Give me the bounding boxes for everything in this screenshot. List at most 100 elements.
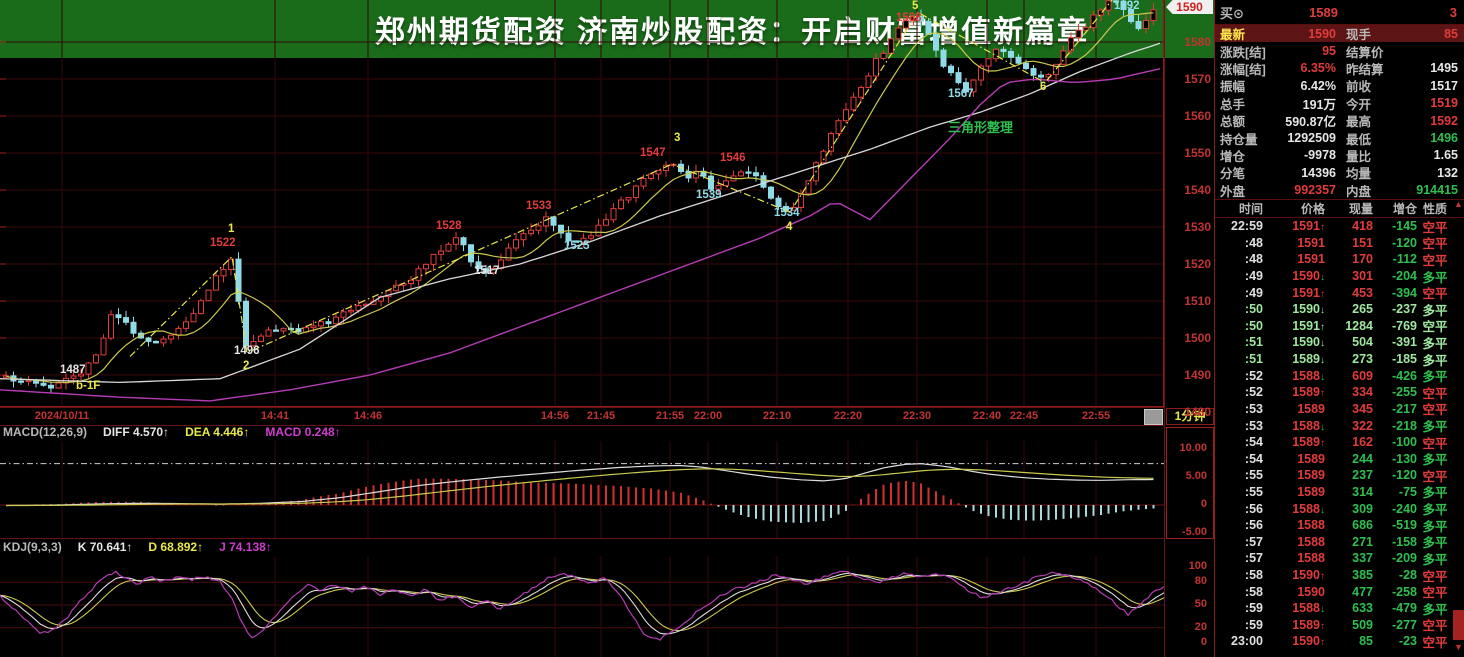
scroll-up-icon[interactable]: ▲ <box>1454 199 1463 209</box>
tick-row[interactable]: :48 1591 170 -112 空平 <box>1215 251 1464 268</box>
time-axis-label: 21:45 <box>586 410 616 422</box>
tick-row[interactable]: 22:59 1591↑ 418 -145 空平 <box>1215 218 1464 235</box>
tick-row[interactable]: :57 1588 271 -158 多平 <box>1215 533 1464 551</box>
tick-row[interactable]: :53 1588↓ 322 -218 多平 <box>1215 417 1464 435</box>
quote-field-row: 总额 590.87亿 最高 1592 <box>1215 112 1464 130</box>
tick-row[interactable]: :58 1590↑ 385 -28 空平 <box>1215 567 1464 584</box>
tick-position-change: -277 <box>1391 617 1417 632</box>
price-tick-label: 1510 <box>1184 294 1211 308</box>
tick-position-change: -258 <box>1391 584 1417 599</box>
tick-row[interactable]: :52 1589↑ 334 -255 空平 <box>1215 384 1464 401</box>
down-arrow-icon: ↓ <box>1320 272 1325 284</box>
dea-line <box>6 468 1154 507</box>
tick-position-change: -120 <box>1391 468 1417 483</box>
tick-time: :48 <box>1244 235 1263 250</box>
period-label[interactable]: 1分钟 <box>1166 408 1214 425</box>
tick-position-change: -255 <box>1391 385 1417 400</box>
chart-annotation: 1592 <box>1114 0 1140 12</box>
tick-volume: 509 <box>1352 617 1373 632</box>
tick-position-change: -217 <box>1391 401 1417 416</box>
tick-column-header[interactable]: 价格 <box>1300 202 1325 217</box>
tick-row[interactable]: 23:00 1590↑ 85 -23 空平 <box>1215 633 1464 650</box>
tick-row[interactable]: :59 1589↑ 509 -277 空平 <box>1215 617 1464 634</box>
tick-price: 1588↓ <box>1292 418 1325 433</box>
tick-row[interactable]: :54 1589↑ 162 -100 空平 <box>1215 434 1464 451</box>
tick-column-header[interactable]: 性质 <box>1422 202 1447 217</box>
quote-panel: 买⊙ 1589 3 最新 1590 现手 85 涨跌[结] 95 结算价 涨幅[结] 6.35%… <box>1214 0 1464 657</box>
macd-tick-label: -5.00 <box>1181 526 1207 538</box>
price-tick-label: 1580 <box>1184 35 1211 49</box>
chart-annotation: 1547 <box>640 147 666 159</box>
quote-fields: 最新 1590 现手 85 涨跌[结] 95 结算价 涨幅[结] 6.35% 昨结算 1495 振幅 6… <box>1215 25 1464 200</box>
tick-row[interactable]: :55 1589 314 -75 多平 <box>1215 484 1464 501</box>
tick-price: 1590↓ <box>1292 335 1325 350</box>
j-line <box>0 570 1165 641</box>
price-tick-label: 1530 <box>1184 220 1211 234</box>
tick-volume: 385 <box>1352 568 1373 582</box>
time-axis-label: 14:56 <box>540 410 570 422</box>
tick-volume: 633 <box>1352 601 1373 616</box>
tick-nature: 多平 <box>1422 503 1448 518</box>
quote-label: 涨跌[结] <box>1220 45 1266 60</box>
scrollbar[interactable]: ▲ ▼ <box>1452 198 1464 654</box>
quote-field-row: 振幅 6.42% 前收 1517 <box>1215 77 1464 95</box>
quote-value: 191万 <box>1302 97 1336 112</box>
tick-column-header[interactable]: 现量 <box>1348 202 1373 217</box>
tick-row[interactable]: :56 1588 686 -519 多平 <box>1215 517 1464 534</box>
tick-row[interactable]: :52 1588↓ 609 -426 多平 <box>1215 367 1464 385</box>
candlestick-chart: 1 1522 1487 b-1F 1496 2 1528 1517 1533 1525 1547 3 1… <box>0 0 1164 407</box>
quote-value: 1495 <box>1430 61 1458 76</box>
macd-diff-value: DIFF 4.570↑ <box>103 425 170 439</box>
tick-column-header[interactable]: 时间 <box>1238 202 1263 217</box>
quote-label: 现手 <box>1346 28 1372 43</box>
timeline-slider[interactable] <box>1144 409 1163 425</box>
tick-row[interactable]: :53 1589 345 -217 空平 <box>1215 401 1464 418</box>
tick-row[interactable]: :51 1590↓ 504 -391 多平 <box>1215 334 1464 351</box>
tick-row[interactable]: :59 1588↓ 633 -479 多平 <box>1215 600 1464 617</box>
quote-label: 结算价 <box>1346 45 1384 60</box>
tick-row[interactable]: :49 1590↓ 301 -204 多平 <box>1215 268 1464 285</box>
ma-fast-line <box>5 12 1154 384</box>
tick-position-change: -519 <box>1391 518 1417 533</box>
tick-price: 1589↑ <box>1292 435 1325 450</box>
scroll-down-icon[interactable]: ▼ <box>1454 642 1463 652</box>
tick-time: :58 <box>1244 568 1263 582</box>
tick-nature: 多平 <box>1422 552 1448 567</box>
tick-volume: 337 <box>1352 551 1373 566</box>
tick-position-change: -158 <box>1391 534 1417 549</box>
tick-price: 1589 <box>1297 401 1325 416</box>
tick-row[interactable]: :58 1590 477 -258 空平 <box>1215 583 1464 601</box>
kdj-tick-label: 50 <box>1194 598 1207 610</box>
tick-row[interactable]: :48 1591 151 -120 空平 <box>1215 235 1464 252</box>
tick-price: 1588↓ <box>1292 501 1325 516</box>
tick-row[interactable]: :55 1589 237 -120 空平 <box>1215 467 1464 484</box>
chart-annotation: 4 <box>786 221 793 233</box>
tick-time: :57 <box>1244 551 1263 566</box>
tick-position-change: -426 <box>1391 368 1417 383</box>
chart-annotation: 1546 <box>720 152 746 164</box>
tick-time: :55 <box>1244 468 1263 483</box>
tick-row[interactable]: :54 1589 244 -130 多平 <box>1215 450 1464 468</box>
buy-label: 买⊙ <box>1220 5 1244 21</box>
tick-row[interactable]: :56 1588↓ 309 -240 多平 <box>1215 500 1464 518</box>
tick-time: :55 <box>1244 484 1263 499</box>
scroll-thumb[interactable] <box>1453 610 1464 640</box>
ma-band-line <box>0 68 1161 402</box>
quote-label: 内盘 <box>1346 184 1372 199</box>
time-axis-label: 22:55 <box>1081 410 1111 422</box>
tick-row[interactable]: :57 1588 337 -209 多平 <box>1215 550 1464 567</box>
tick-column-header[interactable]: 增仓 <box>1392 202 1417 217</box>
tick-nature: 多平 <box>1422 519 1448 534</box>
down-arrow-icon: ↓ <box>1320 504 1325 516</box>
tick-row[interactable]: :49 1591↑ 453 -394 空平 <box>1215 284 1464 302</box>
down-arrow-icon: ↓ <box>1320 355 1325 367</box>
tick-row[interactable]: :50 1590↓ 265 -237 多平 <box>1215 301 1464 318</box>
macd-ref-value: 7.39 <box>2 449 26 463</box>
tick-row[interactable]: :50 1591↑ 1284 -769 空平 <box>1215 318 1464 335</box>
kdj-tick-label: 100 <box>1188 560 1207 572</box>
tick-row[interactable]: :51 1589↓ 273 -185 多平 <box>1215 351 1464 368</box>
tick-nature: 多平 <box>1422 353 1448 368</box>
tick-time: :48 <box>1244 252 1263 267</box>
tick-time: :52 <box>1244 385 1263 400</box>
up-arrow-icon: ↑ <box>1320 637 1325 649</box>
